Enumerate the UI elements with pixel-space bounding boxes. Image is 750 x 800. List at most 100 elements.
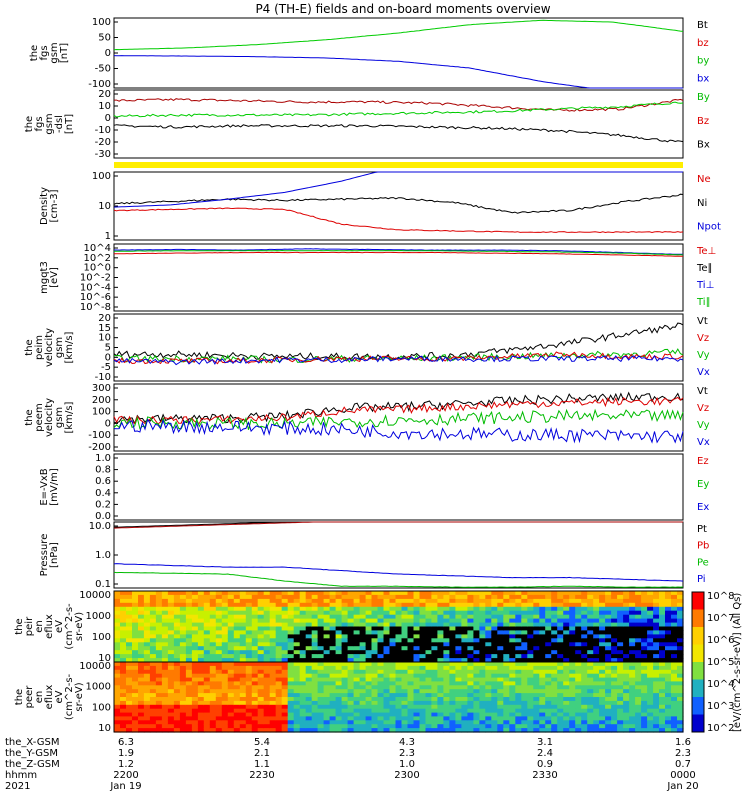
- spectrogram-cell: [126, 650, 133, 655]
- spectrogram-cell: [353, 591, 361, 596]
- spectrogram-cell: [185, 654, 193, 659]
- spectrogram-cell: [653, 693, 660, 698]
- spectrogram-cell: [383, 622, 391, 628]
- spectrogram-cell: [539, 704, 546, 710]
- spectrogram-cell: [635, 602, 642, 608]
- spectrogram-cell: [545, 594, 552, 600]
- y-axis-label: the: [24, 339, 35, 355]
- spectrogram-cell: [239, 724, 247, 729]
- spectrogram-cell: [209, 712, 217, 718]
- spectrogram-cell: [173, 658, 181, 663]
- spectrogram-cell: [329, 700, 337, 706]
- spectrogram-cell: [197, 665, 205, 671]
- spectrogram-cell: [653, 614, 660, 620]
- x-axis-value: 2230: [249, 770, 274, 781]
- spectrogram-cell: [431, 618, 438, 624]
- spectrogram-cell: [503, 673, 510, 679]
- spectrogram-cell: [341, 610, 349, 616]
- spectrogram-cell: [629, 681, 636, 686]
- spectrogram-cell: [455, 650, 462, 655]
- spectrogram-cell: [269, 708, 277, 714]
- spectrogram-cell: [263, 724, 271, 729]
- spectrogram-cell: [419, 700, 427, 706]
- spectrogram-cell: [671, 689, 678, 694]
- spectrogram-cell: [132, 697, 139, 702]
- spectrogram-cell: [359, 622, 367, 628]
- spectrogram-cell: [539, 606, 546, 612]
- spectrogram-cell: [623, 662, 630, 667]
- spectrogram-cell: [167, 646, 175, 651]
- spectrogram-cell: [155, 704, 163, 710]
- spectrogram-cell: [353, 724, 361, 729]
- spectrogram-cell: [617, 673, 624, 679]
- spectrogram-cell: [353, 681, 361, 686]
- spectrogram-cell: [641, 618, 648, 624]
- spectrogram-cell: [509, 716, 516, 721]
- spectrogram-cell: [257, 724, 265, 729]
- spectrogram-cell: [551, 697, 558, 702]
- spectrogram-cell: [239, 697, 247, 702]
- spectrogram-cell: [503, 716, 510, 721]
- spectrogram-cell: [569, 712, 576, 718]
- spectrogram-cell: [353, 602, 361, 608]
- spectrogram-cell: [173, 704, 181, 710]
- spectrogram-cell: [575, 708, 582, 714]
- spectrogram-cell: [521, 685, 528, 690]
- spectrogram-cell: [509, 591, 516, 596]
- spectrogram-cell: [329, 669, 337, 675]
- spectrogram-cell: [557, 728, 564, 733]
- spectrogram-cell: [611, 618, 618, 624]
- spectrogram-cell: [443, 618, 450, 624]
- spectrogram-cell: [425, 665, 433, 671]
- spectrogram-cell: [569, 716, 576, 721]
- spectrogram-cell: [305, 606, 313, 612]
- spectrogram-cell: [341, 618, 349, 624]
- legend-Te⊥: Te⊥: [696, 246, 716, 257]
- spectrogram-cell: [341, 630, 349, 635]
- spectrogram-cell: [329, 704, 337, 710]
- spectrogram-cell: [323, 650, 331, 655]
- spectrogram-cell: [377, 591, 385, 596]
- spectrogram-cell: [179, 693, 187, 698]
- spectrogram-cell: [335, 658, 343, 663]
- spectrogram-cell: [593, 677, 600, 683]
- spectrogram-cell: [317, 650, 325, 655]
- spectrogram-cell: [311, 646, 319, 651]
- spectrogram-cell: [239, 708, 247, 714]
- spectrogram-cell: [401, 697, 409, 702]
- spectrogram-cell: [179, 700, 187, 706]
- spectrogram-cell: [197, 708, 205, 714]
- spectrogram-cell: [635, 591, 642, 596]
- spectrogram-cell: [551, 712, 558, 718]
- spectrogram-cell: [323, 646, 331, 651]
- y-axis-label: eflux: [44, 685, 55, 710]
- spectrogram-cell: [317, 626, 325, 631]
- legend-Ni: Ni: [697, 198, 707, 209]
- spectrogram-cell: [431, 724, 438, 729]
- spectrogram-cell: [149, 693, 157, 698]
- spectrogram-cell: [605, 614, 612, 620]
- spectrogram-cell: [575, 610, 582, 616]
- spectrogram-cell: [185, 591, 193, 596]
- spectrogram-cell: [257, 618, 265, 624]
- spectrogram-cell: [521, 673, 528, 679]
- spectrogram-cell: [443, 646, 450, 651]
- spectrogram-cell: [671, 646, 678, 651]
- spectrogram-cell: [126, 618, 133, 624]
- spectrogram-cell: [587, 618, 594, 624]
- spectrogram-cell: [527, 610, 534, 616]
- spectrogram-cell: [467, 646, 474, 651]
- spectrogram-cell: [281, 594, 289, 600]
- spectrogram-cell: [167, 618, 175, 624]
- spectrogram-cell: [581, 665, 588, 671]
- spectrogram-cell: [317, 708, 325, 714]
- spectrogram-cell: [251, 681, 259, 686]
- spectrogram-cell: [281, 602, 289, 608]
- spectrogram-cell: [635, 724, 642, 729]
- spectrogram-cell: [575, 712, 582, 718]
- spectrogram-cell: [509, 728, 516, 733]
- spectrogram-cell: [114, 685, 121, 690]
- spectrogram-cell: [437, 716, 444, 721]
- spectrogram-cell: [245, 689, 253, 694]
